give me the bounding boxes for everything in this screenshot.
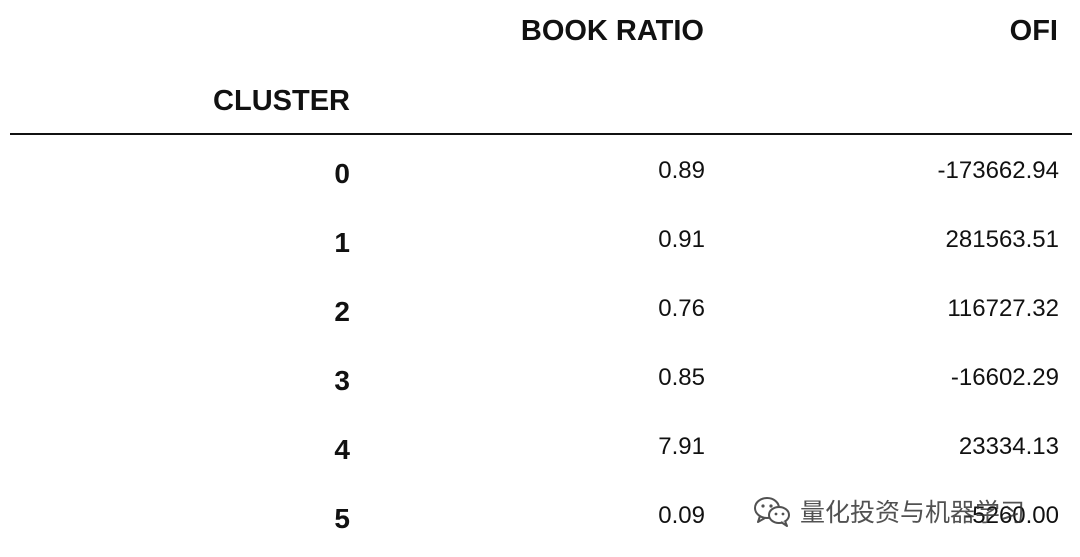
table-header-ofi: OFI xyxy=(1009,15,1058,47)
cell-book-ratio: 0.76 xyxy=(658,295,705,322)
cell-book-ratio: 0.85 xyxy=(658,364,705,391)
header-rule xyxy=(10,133,1072,135)
watermark-text: 量化投资与机器学习 xyxy=(800,498,1026,527)
cell-cluster: 1 xyxy=(334,227,350,258)
cell-cluster: 5 xyxy=(334,503,350,534)
cell-book-ratio: 0.09 xyxy=(658,502,705,529)
cell-ofi: 23334.13 xyxy=(958,433,1059,460)
cell-cluster: 2 xyxy=(334,296,350,327)
cell-book-ratio: 0.91 xyxy=(658,226,705,253)
table-header-book-ratio: BOOK RATIO xyxy=(520,15,704,47)
wechat-icon xyxy=(754,497,790,527)
table-header-cluster: CLUSTER xyxy=(213,85,350,117)
cell-cluster: 4 xyxy=(334,434,350,465)
table-row: 5 0.09 -5260.00 xyxy=(0,496,1080,536)
cell-ofi: 116727.32 xyxy=(947,295,1059,322)
cell-cluster: 3 xyxy=(334,365,350,396)
table-row: 0 0.89 -173662.94 xyxy=(0,151,1080,191)
watermark: 量化投资与机器学习 xyxy=(752,493,1025,529)
cell-book-ratio: 0.89 xyxy=(658,157,705,184)
cell-ofi: -173662.94 xyxy=(937,157,1059,184)
cell-ofi: -16602.29 xyxy=(950,364,1059,391)
table-row: 4 7.91 23334.13 xyxy=(0,427,1080,467)
cell-cluster: 0 xyxy=(334,158,350,189)
table-row: 2 0.76 116727.32 xyxy=(0,289,1080,329)
cell-book-ratio: 7.91 xyxy=(658,433,705,460)
table-row: 3 0.85 -16602.29 xyxy=(0,358,1080,398)
cell-ofi: 281563.51 xyxy=(945,226,1059,253)
cell-ofi: -5260.00 xyxy=(964,502,1059,529)
table-row: 1 0.91 281563.51 xyxy=(0,220,1080,260)
